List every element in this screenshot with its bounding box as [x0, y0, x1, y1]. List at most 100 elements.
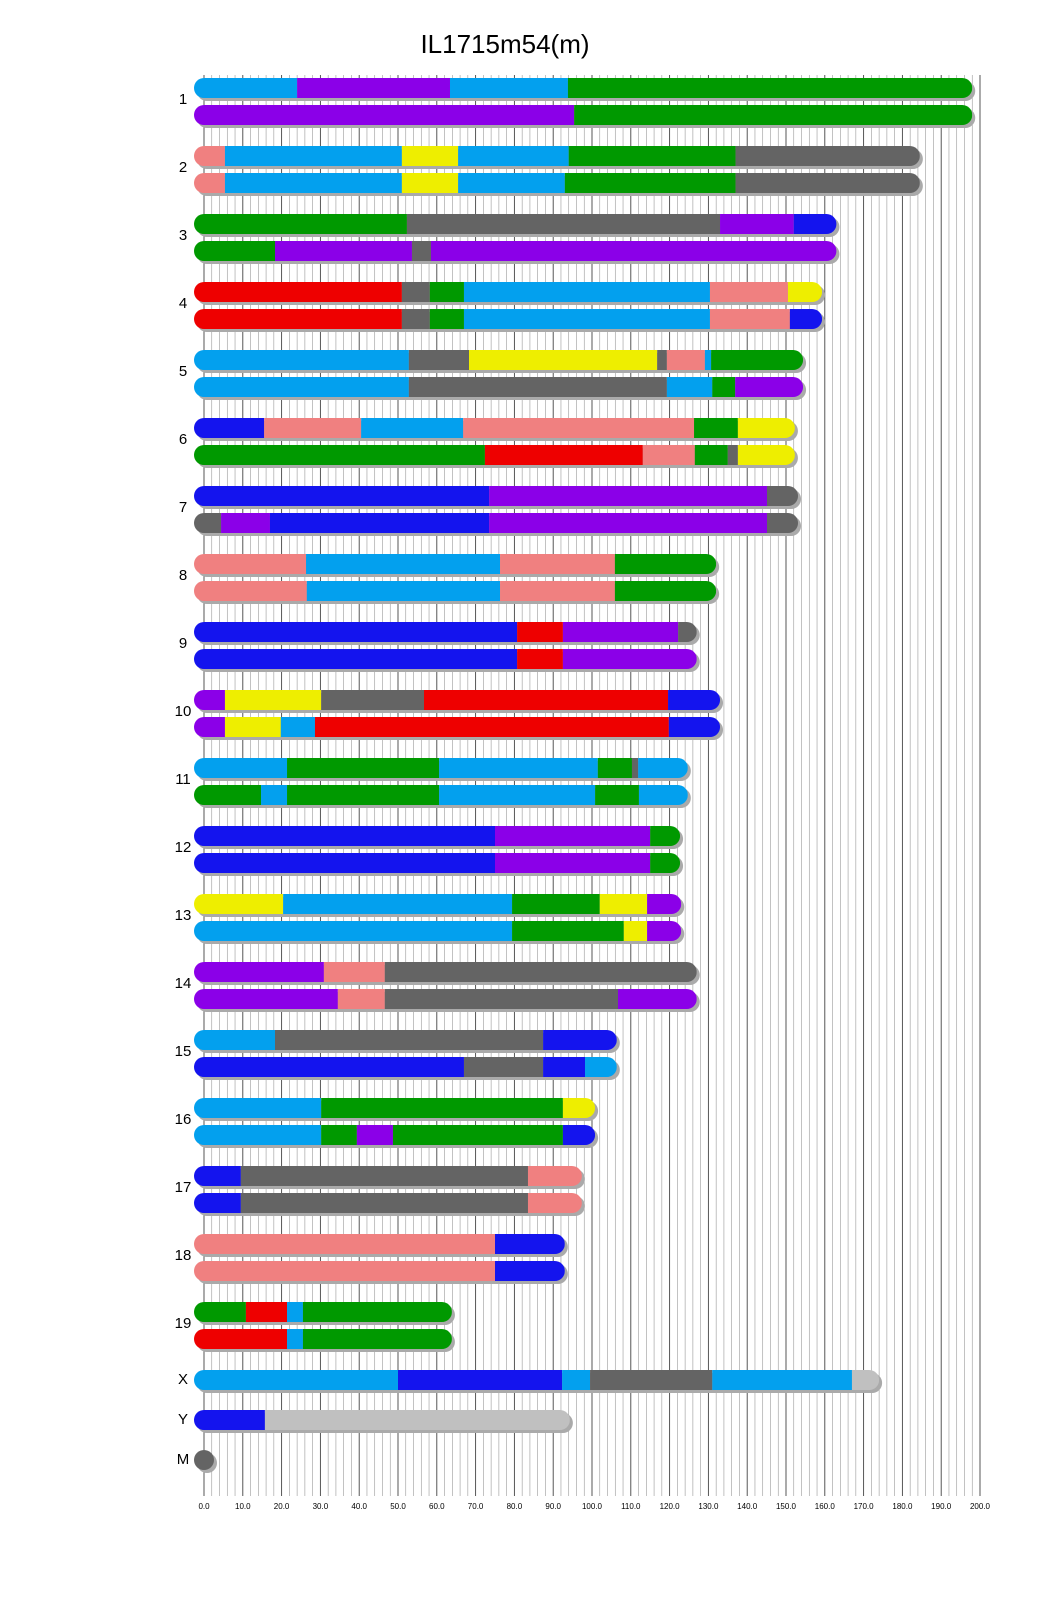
chromosome-label: 19 [175, 1315, 192, 1332]
haplotype [194, 1329, 452, 1349]
segment [562, 1125, 596, 1145]
segment [194, 1410, 265, 1430]
x-tick-label: 180.0 [892, 1502, 913, 1511]
segment [194, 1370, 398, 1390]
chromosome-label: 14 [175, 975, 192, 992]
segment [408, 377, 667, 397]
segment [543, 1057, 586, 1077]
segment [439, 785, 596, 805]
segment [194, 1125, 322, 1145]
segment [194, 1030, 276, 1050]
segment [361, 418, 464, 438]
chromosome-label: 10 [175, 703, 192, 720]
chromosome-label: 7 [179, 499, 187, 516]
segment [194, 146, 225, 166]
x-tick-label: 150.0 [776, 1502, 797, 1511]
segment [668, 690, 721, 710]
x-tick-label: 160.0 [815, 1502, 836, 1511]
segment [194, 1329, 288, 1349]
haplotype [194, 554, 717, 574]
x-tick-label: 130.0 [698, 1502, 719, 1511]
segment [574, 105, 973, 125]
chromosome-label: M [177, 1451, 190, 1468]
segment [614, 554, 717, 574]
haplotype [194, 785, 688, 805]
segment [264, 418, 362, 438]
chromosome-label: 16 [175, 1111, 192, 1128]
x-tick-label: 170.0 [854, 1502, 875, 1511]
segment [224, 690, 322, 710]
segment [261, 785, 288, 805]
chromosome-label: X [178, 1371, 188, 1388]
segment [306, 554, 501, 574]
segment [623, 921, 648, 941]
segment [194, 78, 298, 98]
chromosome-label: 5 [179, 363, 187, 380]
haplotype [194, 758, 688, 778]
segment [194, 309, 402, 329]
haplotype [194, 962, 697, 982]
haplotype [194, 282, 823, 302]
segment [737, 445, 795, 465]
segment [599, 894, 648, 914]
segment [302, 1302, 452, 1322]
segment [194, 1057, 464, 1077]
segment [735, 146, 920, 166]
x-tick-label: 20.0 [274, 1502, 290, 1511]
segment [194, 826, 495, 846]
segment [287, 1329, 303, 1349]
segment [709, 309, 790, 329]
segment [194, 350, 409, 370]
haplotype [194, 1234, 565, 1254]
haplotype [194, 78, 973, 98]
chromosome-label: 6 [179, 431, 187, 448]
segment [631, 758, 639, 778]
haplotype [194, 853, 681, 873]
segment [666, 350, 705, 370]
haplotype [194, 513, 799, 533]
segment [727, 445, 738, 465]
x-tick-label: 40.0 [351, 1502, 367, 1511]
segment [194, 1193, 241, 1213]
segment [287, 785, 440, 805]
segment [306, 581, 501, 601]
haplotype [194, 418, 795, 438]
chromosome-label: Y [178, 1411, 188, 1428]
segment [245, 1302, 288, 1322]
haplotype [194, 1030, 617, 1050]
segment [512, 921, 624, 941]
x-tick-label: 120.0 [660, 1502, 681, 1511]
segment [657, 350, 667, 370]
chromosome-label: 1 [179, 91, 187, 108]
segment [712, 1370, 852, 1390]
segment [694, 418, 738, 438]
segment [401, 282, 430, 302]
segment [642, 445, 695, 465]
haplotype [194, 173, 920, 193]
haplotype [194, 1057, 617, 1077]
segment [287, 1302, 303, 1322]
segment [429, 282, 464, 302]
chromosome-label: 3 [179, 227, 187, 244]
segment [314, 717, 669, 737]
haplotype [194, 622, 697, 642]
segment [430, 241, 837, 261]
segment [439, 758, 598, 778]
segment [401, 173, 459, 193]
segment [323, 962, 385, 982]
segment [224, 173, 402, 193]
segment [711, 350, 804, 370]
segment [194, 649, 518, 669]
segment [283, 894, 513, 914]
x-tick-label: 110.0 [621, 1502, 641, 1511]
segment [495, 853, 651, 873]
segment [666, 377, 713, 397]
haplotype [194, 690, 721, 710]
segment [458, 146, 569, 166]
segment [720, 214, 794, 234]
segment [194, 241, 276, 261]
segment [302, 1329, 452, 1349]
segment [194, 1166, 241, 1186]
segment [240, 1193, 528, 1213]
segment [495, 826, 651, 846]
